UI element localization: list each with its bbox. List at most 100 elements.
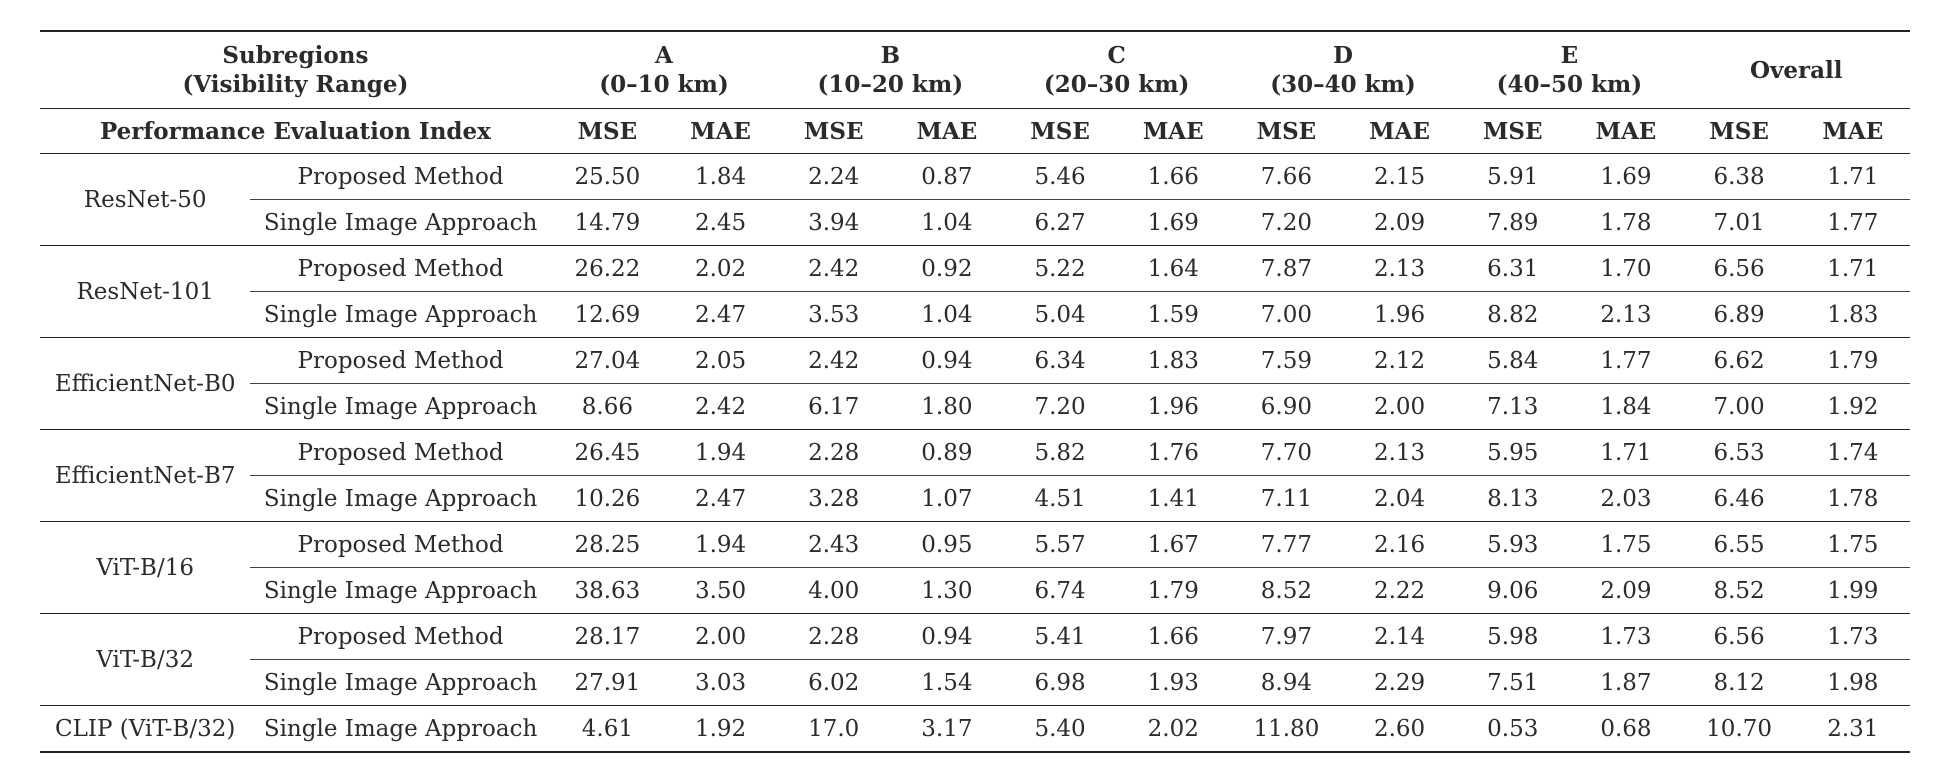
- mae-value-cell: 2.13: [1373, 439, 1426, 466]
- region-range: (20–30 km): [1043, 71, 1190, 98]
- mse-value-cell: 7.20: [1003, 383, 1117, 430]
- model-name-cell: ViT-B/16: [96, 554, 194, 581]
- mae-value-cell: 2.09: [1569, 567, 1683, 614]
- mae-value-cell: 1.71: [1827, 163, 1879, 190]
- mse-value-cell: 28.25: [574, 531, 641, 558]
- table-row: EfficientNet-B7 Proposed Method 26.45 1.94 2…: [40, 429, 1910, 489]
- mse-value-cell: 6.89: [1682, 291, 1796, 338]
- mse-value-cell: 6.31: [1487, 255, 1539, 282]
- mae-value-cell: 2.13: [1569, 291, 1683, 338]
- mae-header: MAE: [1595, 117, 1657, 145]
- method-name-cell: Proposed Method: [297, 347, 504, 374]
- mae-value-cell: 2.31: [1827, 715, 1879, 742]
- mse-value-cell: 8.66: [550, 383, 664, 430]
- mae-value-cell: 1.73: [1600, 623, 1652, 650]
- mse-value-cell: 5.93: [1487, 531, 1539, 558]
- region-range: (10–20 km): [817, 71, 964, 98]
- table-row: Single Image Approach 27.91 3.03 6.02 1.54 6.…: [40, 659, 1910, 706]
- region-d-header: D (30–40 km): [1230, 31, 1456, 109]
- mae-value-cell: 1.67: [1147, 531, 1199, 558]
- mae-value-cell: 1.07: [890, 475, 1004, 522]
- mae-value-cell: 1.84: [694, 163, 747, 190]
- table-row: Single Image Approach 38.63 3.50 4.00 1.30 6.…: [40, 567, 1910, 614]
- mse-value-cell: 3.28: [777, 475, 891, 522]
- mae-value-cell: 1.71: [1827, 255, 1879, 282]
- mse-value-cell: 2.43: [808, 531, 860, 558]
- table-row: Single Image Approach 12.69 2.47 3.53 1.04 5.…: [40, 291, 1910, 338]
- mse-value-cell: 7.77: [1260, 531, 1313, 558]
- mse-header: MSE: [1482, 117, 1543, 145]
- mae-value-cell: 1.69: [1116, 199, 1230, 246]
- mae-value-cell: 2.16: [1373, 531, 1426, 558]
- mae-value-cell: 1.98: [1795, 659, 1910, 706]
- mae-value-cell: 1.84: [1569, 383, 1683, 430]
- table-row: Single Image Approach 10.26 2.47 3.28 1.07 4.…: [40, 475, 1910, 522]
- mse-value-cell: 8.13: [1456, 475, 1570, 522]
- mse-value-cell: 4.51: [1003, 475, 1117, 522]
- mse-value-cell: 38.63: [550, 567, 664, 614]
- mse-value-cell: 5.98: [1487, 623, 1539, 650]
- mae-value-cell: 1.96: [1116, 383, 1230, 430]
- mae-value-cell: 0.87: [921, 163, 973, 190]
- mse-value-cell: 2.42: [808, 347, 860, 374]
- mae-value-cell: 1.99: [1795, 567, 1910, 614]
- method-name-cell: Single Image Approach: [250, 475, 551, 522]
- mae-value-cell: 2.15: [1373, 163, 1426, 190]
- region-name: D: [1333, 42, 1353, 69]
- method-name-cell: Proposed Method: [297, 163, 504, 190]
- mse-value-cell: 7.87: [1260, 255, 1313, 282]
- mse-value-cell: 25.50: [574, 163, 641, 190]
- mse-value-cell: 26.45: [574, 439, 641, 466]
- mae-value-cell: 1.04: [890, 199, 1004, 246]
- mae-value-cell: 1.66: [1147, 163, 1199, 190]
- mse-value-cell: 7.70: [1260, 439, 1313, 466]
- method-name-cell: Single Image Approach: [250, 291, 551, 338]
- mae-value-cell: 1.77: [1795, 199, 1910, 246]
- mae-value-cell: 2.60: [1373, 715, 1426, 742]
- mse-value-cell: 7.89: [1456, 199, 1570, 246]
- mse-value-cell: 6.56: [1713, 255, 1765, 282]
- mse-value-cell: 8.52: [1229, 567, 1343, 614]
- mae-value-cell: 1.93: [1116, 659, 1230, 706]
- header-row-regions: Subregions (Visibility Range) A (0–10 km…: [40, 31, 1910, 109]
- mse-header: MSE: [803, 117, 864, 145]
- mae-value-cell: 1.80: [890, 383, 1004, 430]
- mse-value-cell: 6.34: [1034, 347, 1086, 374]
- mae-value-cell: 2.12: [1373, 347, 1426, 374]
- mse-header: MSE: [1256, 117, 1317, 145]
- mae-value-cell: 1.75: [1827, 531, 1879, 558]
- mae-value-cell: 1.59: [1116, 291, 1230, 338]
- mae-value-cell: 0.94: [921, 347, 973, 374]
- mae-value-cell: 0.89: [921, 439, 973, 466]
- mse-value-cell: 3.94: [777, 199, 891, 246]
- mse-value-cell: 8.94: [1229, 659, 1343, 706]
- table-body: ResNet-50 Proposed Method 25.50 1.84 2.24 0.8…: [40, 153, 1910, 752]
- mse-value-cell: 4.61: [581, 715, 633, 742]
- mae-value-cell: 1.96: [1343, 291, 1457, 338]
- mse-value-cell: 2.24: [808, 163, 860, 190]
- mae-value-cell: 1.73: [1827, 623, 1879, 650]
- mse-value-cell: 7.01: [1682, 199, 1796, 246]
- method-name-cell: Proposed Method: [297, 439, 504, 466]
- mae-value-cell: 2.42: [663, 383, 778, 430]
- performance-index-header: Performance Evaluation Index: [99, 117, 491, 145]
- region-b-header: B (10–20 km): [777, 31, 1003, 109]
- mae-header: MAE: [916, 117, 978, 145]
- table-row: ResNet-101 Proposed Method 26.22 2.02 2.42 0.…: [40, 245, 1910, 305]
- mse-value-cell: 12.69: [550, 291, 664, 338]
- mae-value-cell: 2.03: [1569, 475, 1683, 522]
- mae-value-cell: 1.74: [1827, 439, 1879, 466]
- results-table-container: Subregions (Visibility Range) A (0–10 km…: [40, 30, 1910, 753]
- mse-value-cell: 6.46: [1682, 475, 1796, 522]
- method-name-cell: Single Image Approach: [250, 199, 551, 246]
- mae-header: MAE: [1822, 117, 1884, 145]
- mae-value-cell: 1.92: [1795, 383, 1910, 430]
- mse-value-cell: 5.95: [1487, 439, 1539, 466]
- mae-value-cell: 0.94: [921, 623, 973, 650]
- mse-value-cell: 5.46: [1034, 163, 1086, 190]
- mse-value-cell: 6.74: [1003, 567, 1117, 614]
- mse-value-cell: 7.51: [1456, 659, 1570, 706]
- mse-value-cell: 7.11: [1229, 475, 1343, 522]
- model-name-cell: ViT-B/32: [96, 646, 194, 673]
- mse-value-cell: 6.38: [1713, 163, 1765, 190]
